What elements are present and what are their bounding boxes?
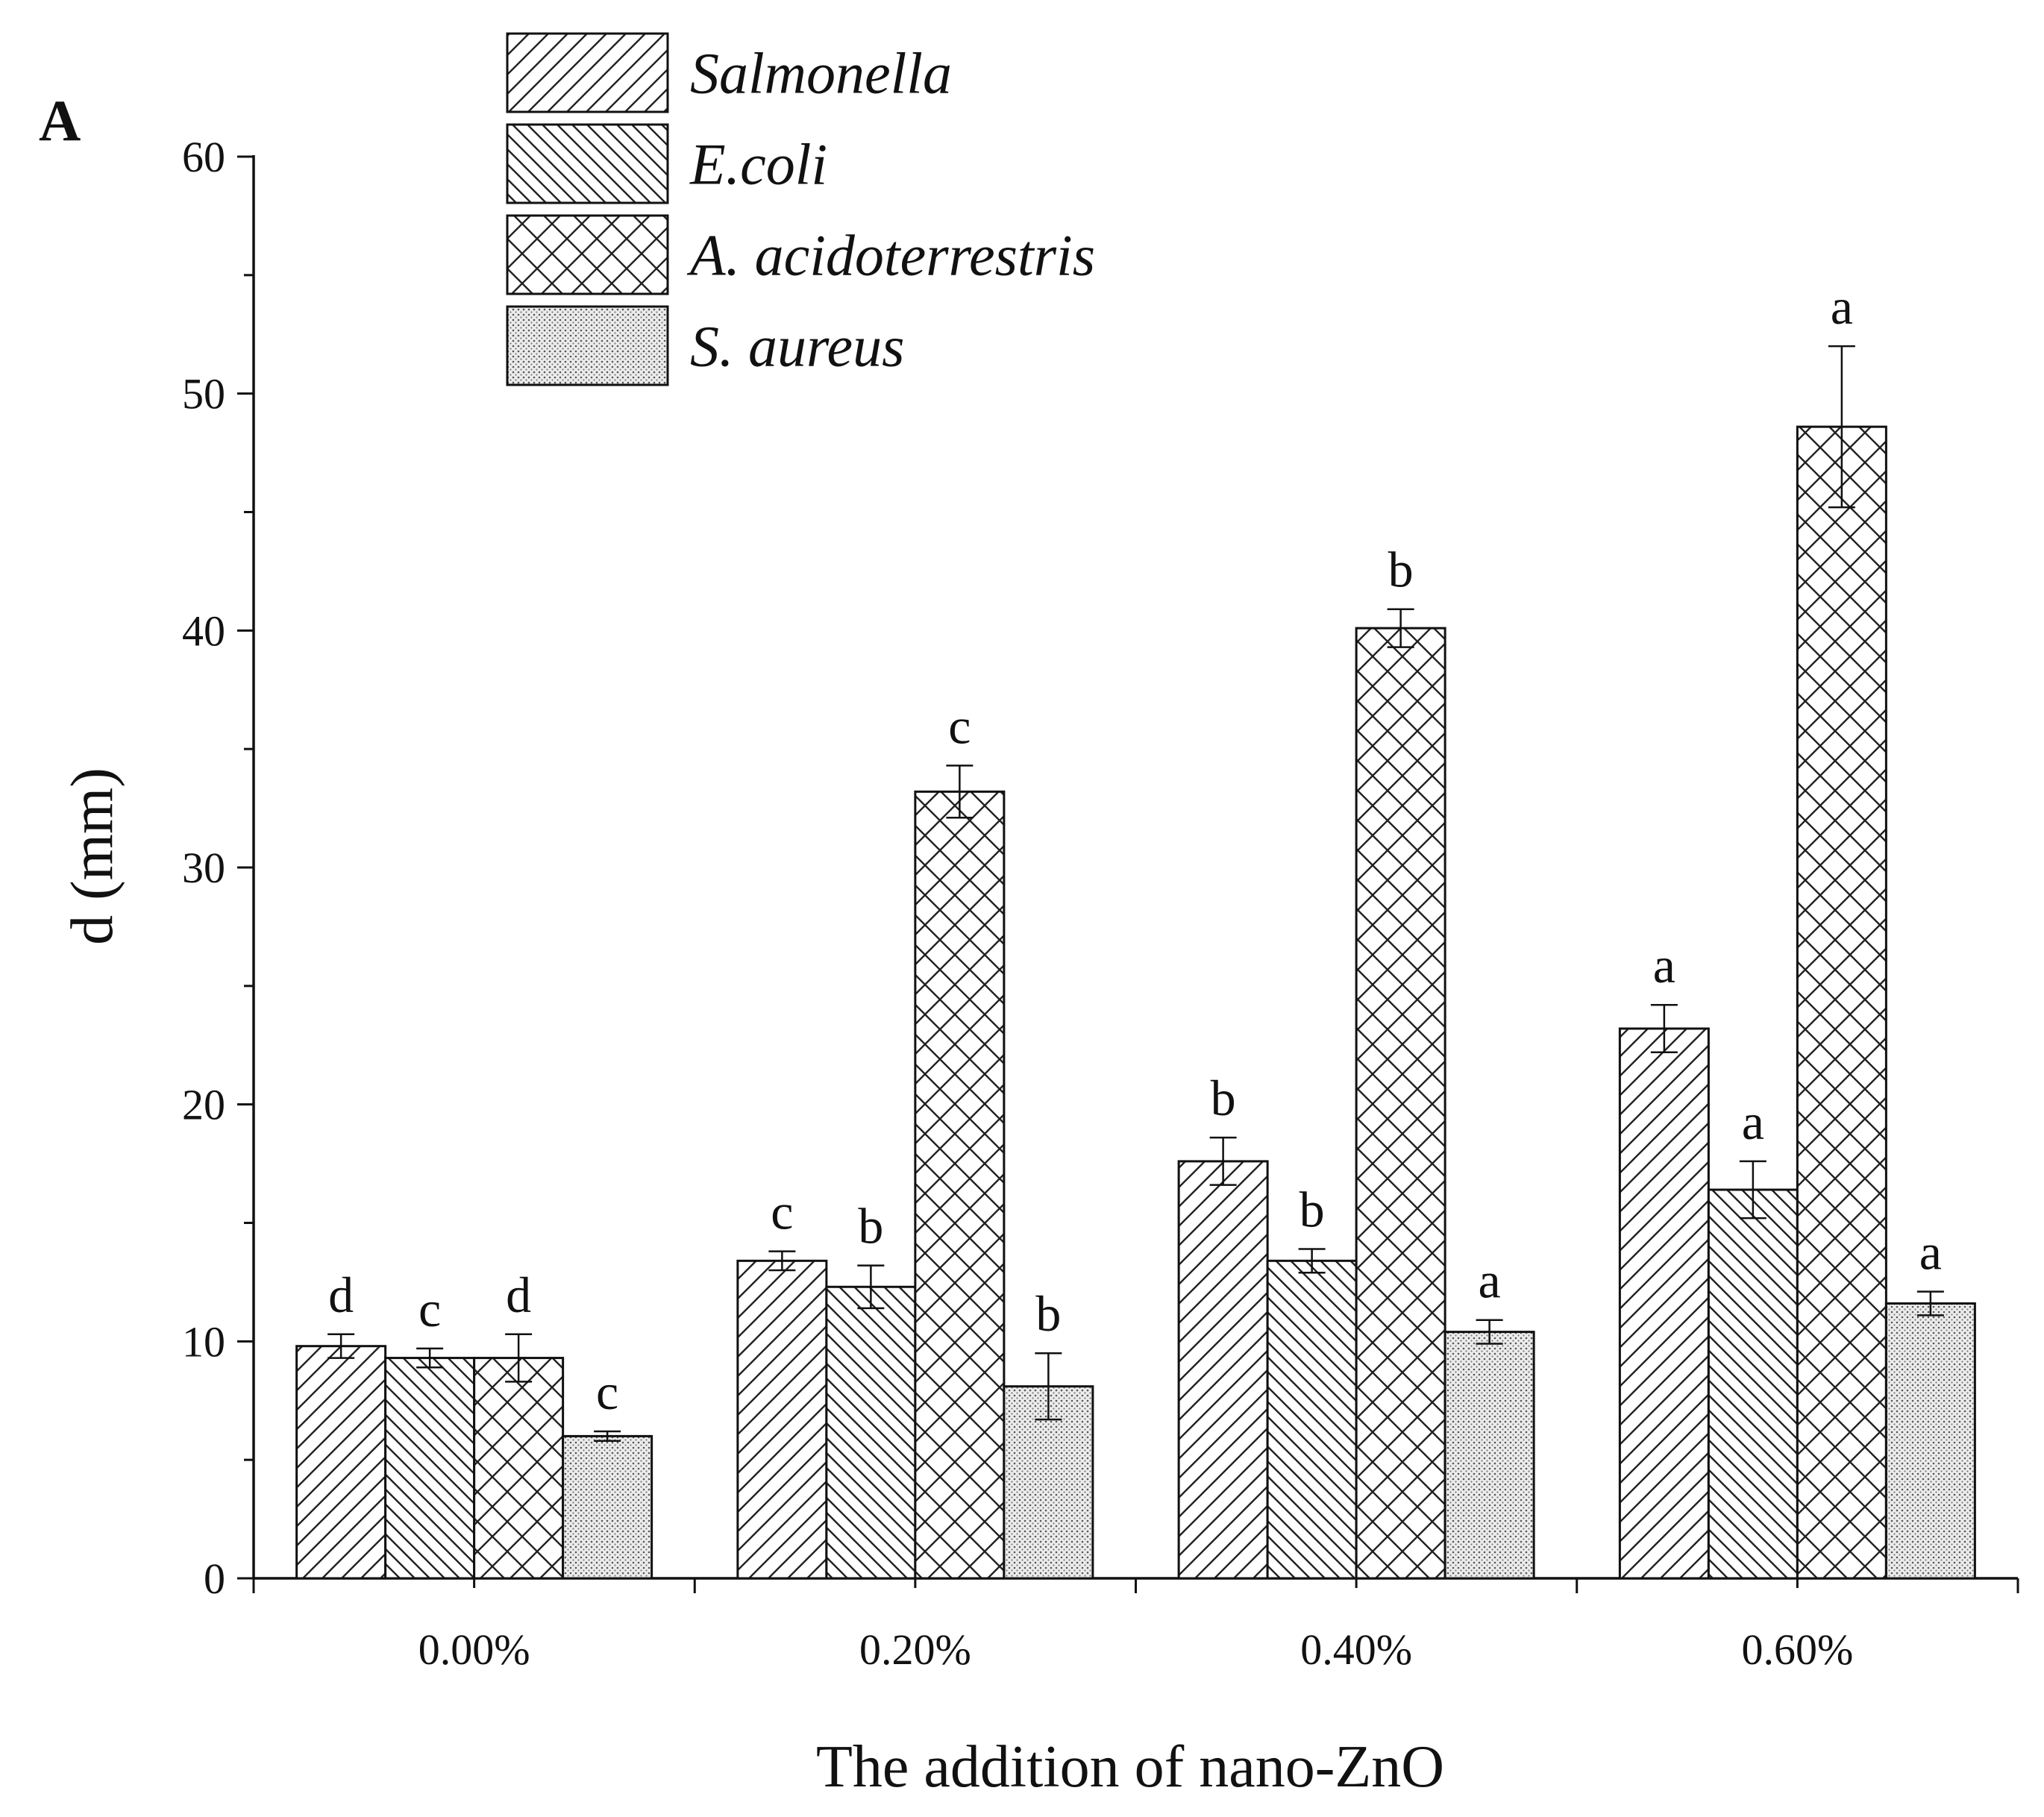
significance-letter: b [1388, 542, 1414, 598]
legend-swatch [506, 32, 669, 113]
y-tick-label: 10 [182, 1317, 225, 1366]
significance-letter: c [771, 1184, 793, 1240]
legend: Salmonella E.coli A. acidoterrestris S. aur… [506, 32, 1095, 386]
x-tick-label: 0.20% [859, 1625, 971, 1674]
significance-letter: b [858, 1198, 883, 1255]
significance-letter: a [1831, 278, 1853, 335]
x-tick-label: 0.40% [1300, 1625, 1412, 1674]
legend-label: E.coli [689, 132, 827, 197]
significance-letter: c [948, 697, 971, 754]
plot-area: 0 10 20 30 40 50 60 0.00% 0.20% 0.40% 0.60% d c d c c b c… [182, 133, 2019, 1674]
bar [825, 1285, 917, 1580]
legend-swatch [506, 305, 669, 386]
legend-label: A. acidoterrestris [686, 223, 1095, 288]
bar [1707, 1188, 1799, 1580]
x-axis-title: The addition of nano-ZnO [816, 1734, 1444, 1800]
bar [736, 1259, 828, 1580]
x-tick-label: 0.60% [1741, 1625, 1853, 1674]
significance-letter: b [1035, 1285, 1061, 1342]
significance-letter: b [1300, 1181, 1325, 1237]
y-tick-label: 20 [182, 1081, 225, 1129]
legend-swatch [506, 214, 669, 295]
panel-label: A [39, 88, 81, 153]
bar [914, 790, 1006, 1580]
significance-letter: a [1653, 937, 1675, 994]
y-tick-label: 40 [182, 606, 225, 655]
bar [473, 1357, 565, 1580]
significance-letter: c [418, 1281, 441, 1337]
y-tick-label: 0 [204, 1554, 225, 1603]
significance-letter: d [506, 1267, 531, 1323]
legend-swatch [506, 123, 669, 204]
bar [1884, 1302, 1976, 1580]
bar [1177, 1160, 1269, 1580]
bar [384, 1357, 476, 1580]
significance-letter: a [1742, 1093, 1764, 1150]
y-axis-title: d (mm) [60, 768, 125, 945]
bar [1618, 1027, 1710, 1580]
bar [1266, 1259, 1358, 1580]
significance-letter: a [1479, 1252, 1501, 1309]
significance-letter: d [328, 1267, 354, 1323]
significance-letter: a [1919, 1224, 1942, 1281]
y-tick-label: 50 [182, 370, 225, 418]
x-tick-label: 0.00% [418, 1625, 530, 1674]
bar [1443, 1331, 1535, 1580]
bar [295, 1345, 387, 1580]
y-tick-label: 30 [182, 844, 225, 892]
bar [562, 1434, 653, 1580]
bar [1796, 425, 1887, 1580]
significance-letter: c [596, 1363, 618, 1420]
legend-label: S. aureus [690, 314, 904, 379]
legend-label: Salmonella [690, 41, 952, 106]
bar [1355, 627, 1446, 1580]
y-tick-label: 60 [182, 133, 225, 181]
significance-letter: b [1211, 1070, 1236, 1126]
